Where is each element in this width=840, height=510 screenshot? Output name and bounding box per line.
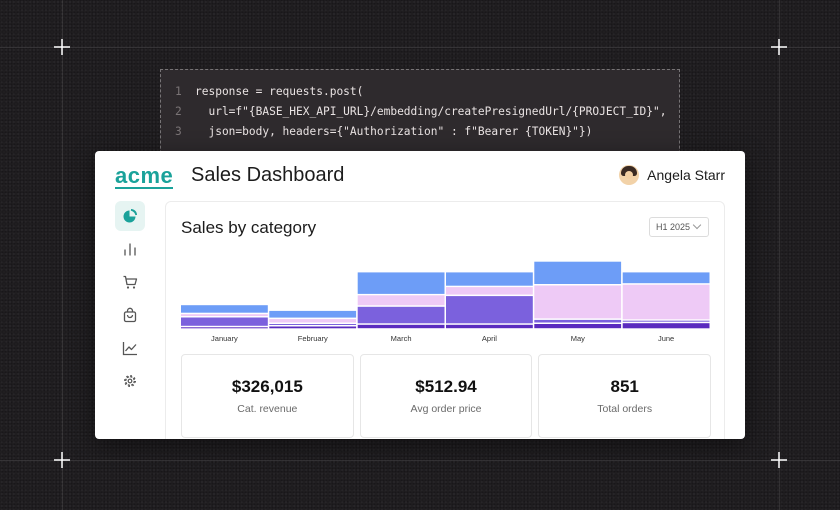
bar-segment[interactable] [534, 324, 622, 329]
pie-chart-icon [123, 209, 137, 223]
bar-chart-icon [124, 243, 136, 256]
x-tick-label: February [298, 334, 328, 343]
crosshair-icon [771, 452, 787, 468]
bar-segment[interactable] [269, 324, 357, 325]
code-text: json=body, headers={"Authorization" : f"… [195, 125, 593, 138]
stat-card-avg-order: $512.94 Avg order price [359, 354, 533, 438]
bar-segment[interactable] [269, 310, 357, 318]
bar-segment[interactable] [622, 323, 710, 329]
stat-label: Avg order price [410, 403, 482, 415]
bar-segment[interactable] [622, 320, 710, 322]
acme-logo[interactable]: acme [115, 163, 174, 188]
crosshair-icon [54, 452, 70, 468]
panel-title: Sales by category [181, 218, 317, 237]
bar-segment[interactable] [622, 272, 710, 284]
line-number: 1 [175, 85, 182, 98]
bar-segment[interactable] [534, 319, 622, 323]
code-line: 3 json=body, headers={"Authorization" : … [175, 122, 665, 142]
bar-segment[interactable] [534, 261, 622, 284]
user-menu[interactable]: Angela Starr [619, 165, 725, 185]
sidebar-item-trends[interactable] [115, 333, 145, 363]
shopping-bag-icon [123, 307, 137, 323]
bar-segment[interactable] [357, 272, 445, 294]
bar-segment[interactable] [357, 324, 445, 329]
sidebar-item-overview[interactable] [115, 201, 145, 231]
cart-icon [123, 275, 138, 289]
crosshair-icon [771, 39, 787, 55]
code-line: 1 response = requests.post( [175, 82, 665, 102]
sidebar-item-settings[interactable] [115, 366, 145, 396]
x-tick-label: January [211, 334, 238, 343]
stat-card-revenue: $326,015 Cat. revenue [181, 354, 354, 438]
sidebar-item-products[interactable] [115, 300, 145, 330]
x-tick-label: June [658, 334, 674, 343]
bar-segment[interactable] [446, 324, 533, 329]
code-line: 2 url=f"{BASE_HEX_API_URL}/embedding/cre… [175, 102, 667, 122]
bar-segment[interactable] [534, 285, 622, 319]
bar-segment[interactable] [446, 287, 533, 295]
bar-segment[interactable] [446, 296, 533, 324]
chevron-down-icon [692, 220, 702, 230]
period-select-value: H1 2025 [656, 222, 691, 232]
stat-value: $326,015 [231, 377, 303, 396]
user-name: Angela Starr [647, 167, 725, 183]
code-text: url=f"{BASE_HEX_API_URL}/embedding/creat… [195, 105, 667, 118]
page-title: Sales Dashboard [191, 164, 345, 186]
avatar[interactable] [619, 165, 640, 185]
bar-segment[interactable] [269, 326, 357, 329]
line-number: 2 [175, 105, 182, 118]
sidebar-item-analytics[interactable] [115, 234, 145, 264]
bar-segment[interactable] [181, 317, 268, 326]
gear-icon [124, 375, 136, 387]
line-chart-icon [122, 342, 137, 356]
bar-segment[interactable] [181, 305, 268, 313]
guide-line-right [779, 0, 780, 510]
sales-panel: Sales by category H1 2025 January Februar… [165, 201, 725, 439]
bar-segment[interactable] [181, 314, 268, 316]
bar-segment[interactable] [357, 295, 445, 306]
stat-label: Cat. revenue [237, 403, 298, 415]
sales-chart: January February March April May June [181, 247, 711, 347]
stat-value: 851 [610, 377, 639, 396]
stat-label: Total orders [597, 403, 653, 415]
bar-segment[interactable] [181, 327, 268, 329]
guide-line-left [62, 0, 63, 510]
bar-segment[interactable] [622, 284, 710, 320]
logo-underline [115, 187, 173, 189]
stat-value: $512.94 [415, 377, 477, 396]
stats-row: $326,015 Cat. revenue $512.94 Avg order … [181, 354, 712, 438]
code-text: response = requests.post( [195, 85, 364, 98]
sidebar [115, 201, 145, 399]
bar-segment[interactable] [269, 319, 357, 323]
x-tick-label: May [571, 334, 585, 343]
sidebar-item-orders[interactable] [115, 267, 145, 297]
period-select[interactable]: H1 2025 [649, 217, 709, 237]
dashboard-window: acme Sales Dashboard Angela Starr [95, 151, 745, 439]
stacked-bar-chart: January February March April May June [181, 261, 710, 343]
line-number: 3 [175, 125, 182, 138]
bar-segment[interactable] [446, 272, 533, 286]
stat-card-orders: 851 Total orders [538, 354, 712, 438]
guide-line-top [0, 47, 840, 48]
x-tick-label: April [482, 334, 497, 343]
crosshair-icon [54, 39, 70, 55]
bar-segment[interactable] [357, 306, 445, 324]
x-tick-label: March [391, 334, 412, 343]
guide-line-bottom [0, 460, 840, 461]
